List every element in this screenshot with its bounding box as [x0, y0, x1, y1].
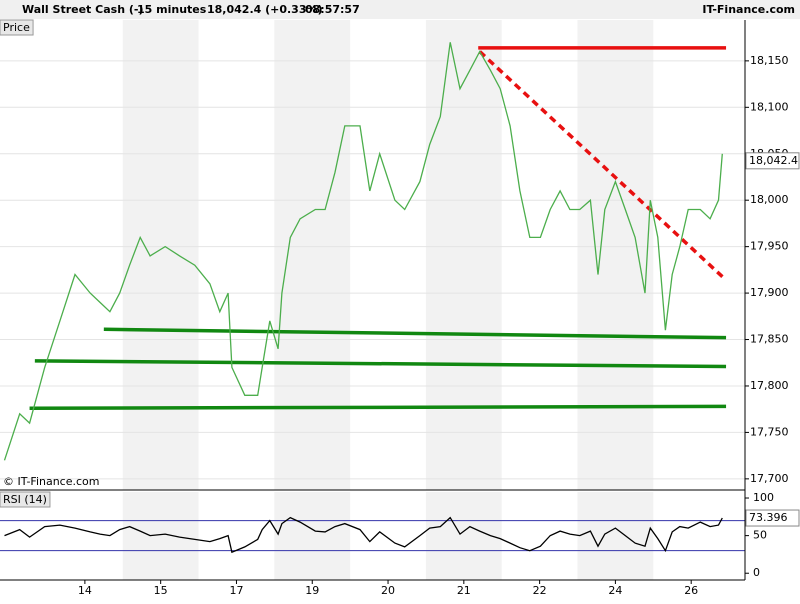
last-price-box	[745, 152, 800, 170]
y-tick-label: 17,950	[750, 240, 789, 253]
y-tick-label: 17,850	[750, 333, 789, 346]
instrument: Wall Street Cash (-)	[22, 3, 143, 16]
y-tick-label: 50	[753, 529, 767, 542]
time: 08:57:57	[305, 3, 360, 16]
x-tick-label: 15	[154, 584, 168, 597]
day-band	[577, 492, 654, 580]
last-price-label: 18,042.4	[749, 154, 798, 167]
series-line	[3, 42, 723, 461]
day-band	[274, 20, 351, 490]
y-tick-label: 18,000	[750, 193, 789, 206]
plots: 17,700 17,750 17,800 17,850 17,900 17,950 18,0…	[0, 19, 800, 597]
x-tick-label: 19	[305, 584, 319, 597]
x-tick-label: 22	[533, 584, 547, 597]
trend-line	[29, 404, 727, 411]
last-value-label: 73.396	[749, 511, 788, 524]
y-tick-label: 18,100	[750, 100, 789, 113]
x-tick-label: 20	[381, 584, 395, 597]
y-tick-label: 17,900	[750, 286, 789, 299]
y-tick-label: 17,750	[750, 425, 789, 438]
panel-title-box	[0, 19, 34, 36]
day-band	[274, 492, 351, 580]
y-tick-label: 100	[753, 491, 774, 504]
trend-line	[103, 327, 727, 340]
last-value-box	[745, 509, 800, 527]
x-tick-label: 24	[608, 584, 622, 597]
panel-title-box	[0, 491, 51, 508]
x-tick-label: 26	[684, 584, 698, 597]
trend-line	[478, 50, 728, 282]
quote: 18,042.4 (+0.33%)	[207, 3, 323, 16]
x-tick-label: 21	[457, 584, 471, 597]
header-bar	[0, 0, 800, 19]
series-line	[4, 516, 723, 554]
panel-title: Price	[3, 21, 30, 34]
day-band	[577, 20, 654, 490]
trend-line	[34, 359, 727, 369]
x-tick-label: 17	[229, 584, 243, 597]
day-band	[425, 492, 502, 580]
x-tick-label: 14	[78, 584, 92, 597]
day-band	[122, 492, 199, 580]
y-tick-label: 18,150	[750, 54, 789, 67]
y-tick-label: 17,700	[750, 472, 789, 485]
y-tick-label: 17,800	[750, 379, 789, 392]
day-band	[425, 20, 502, 490]
interval: 15 minutes	[137, 3, 207, 16]
watermark: © IT-Finance.com	[3, 475, 100, 488]
brand: IT-Finance.com	[702, 3, 795, 16]
y-tick-label: 0	[753, 566, 760, 579]
panel-title: RSI (14)	[3, 493, 47, 506]
day-band	[122, 20, 199, 490]
